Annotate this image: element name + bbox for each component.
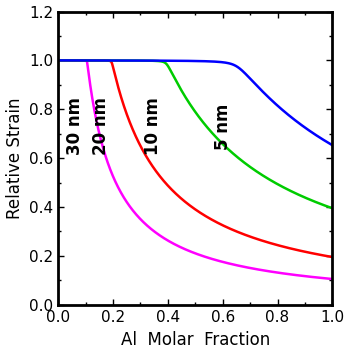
Text: 10 nm: 10 nm (144, 97, 162, 155)
Text: 5 nm: 5 nm (214, 103, 232, 149)
Text: 30 nm: 30 nm (66, 97, 84, 155)
Text: 20 nm: 20 nm (92, 97, 110, 155)
Y-axis label: Relative Strain: Relative Strain (6, 97, 23, 219)
X-axis label: Al  Molar  Fraction: Al Molar Fraction (121, 332, 270, 349)
